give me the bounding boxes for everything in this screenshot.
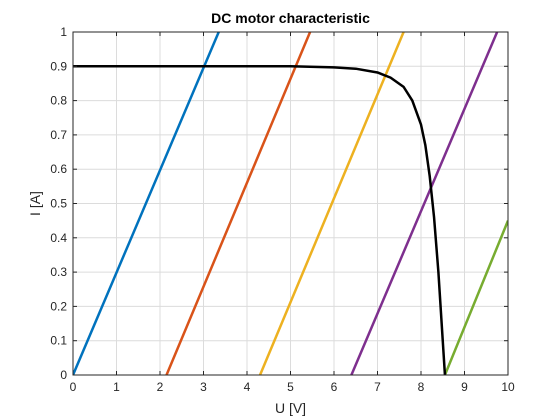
x-tick-label: 6 (331, 380, 338, 394)
series-line-3 (258, 32, 405, 375)
x-tick-label: 9 (461, 380, 468, 394)
x-tick-label: 8 (418, 380, 425, 394)
ticks (72, 31, 509, 376)
x-tick-label: 10 (501, 380, 515, 394)
series-line-2 (165, 32, 312, 375)
y-tick-label: 0.6 (50, 162, 67, 176)
y-tick-label: 0.5 (50, 197, 67, 211)
x-tick-label: 5 (287, 380, 294, 394)
x-tick-label: 1 (113, 380, 120, 394)
series-line-6 (73, 65, 447, 375)
y-tick-label: 0.9 (50, 59, 67, 73)
y-tick-label: 1 (60, 25, 67, 39)
series-line-1 (73, 32, 220, 375)
y-tick-label: 0.8 (50, 94, 67, 108)
x-tick-label: 3 (200, 380, 207, 394)
x-tick-label: 0 (70, 380, 77, 394)
x-tick-label: 2 (157, 380, 164, 394)
tick-labels: 0 1 2 3 4 5 6 7 8 9 10 0 0.1 0.2 0.3 0.4 0.5 0.6 0.7 0.8 0.9… (50, 25, 515, 394)
y-tick-label: 0.1 (50, 334, 67, 348)
series-line-4 (350, 32, 499, 375)
grid (73, 32, 508, 375)
x-tick-label: 7 (374, 380, 381, 394)
y-tick-label: 0.4 (50, 231, 67, 245)
y-axis-label: I [A] (27, 191, 43, 216)
series-layer (73, 32, 508, 375)
y-tick-label: 0 (60, 368, 67, 382)
y-tick-label: 0.3 (50, 265, 67, 279)
chart-title: DC motor characteristic (211, 10, 370, 26)
series-line-5 (443, 220, 508, 375)
y-tick-label: 0.7 (50, 128, 67, 142)
x-tick-label: 4 (244, 380, 251, 394)
y-tick-label: 0.2 (50, 299, 67, 313)
x-axis-label: U [V] (275, 400, 306, 416)
